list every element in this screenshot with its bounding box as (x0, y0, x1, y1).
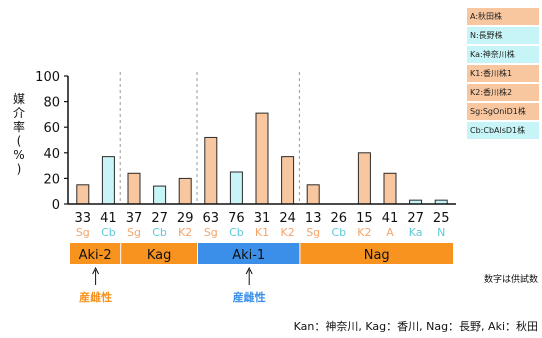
group-band-label: Nag (364, 248, 390, 263)
group-band (300, 243, 453, 264)
sample-size-label: 27 (407, 211, 424, 226)
y-axis-label-char: 媒 (12, 92, 25, 106)
y-tick-label: 20 (43, 172, 60, 187)
bar-cb (229, 171, 243, 205)
sample-size-label: 13 (305, 211, 322, 226)
strain-code-label: Sg (76, 226, 90, 239)
sample-size-label: 41 (100, 211, 117, 226)
sample-size-label: 41 (382, 211, 399, 226)
legend-item: A:秋田株 (467, 8, 539, 25)
sample-size-label: 26 (331, 211, 348, 226)
strain-code-label: N (437, 226, 445, 239)
strain-code-label: Sg (127, 226, 141, 239)
y-axis-label-char: % (13, 148, 25, 162)
sample-size-label: 25 (433, 211, 450, 226)
legend: A:秋田株 N:長野株 Ka:神奈川株 K1:香川株1 K2:香川株2 Sg:SgOniD… (467, 8, 539, 141)
strain-code-label: K2 (178, 226, 192, 239)
sample-size-label: 27 (151, 211, 168, 226)
group-band-label: Aki-2 (79, 248, 112, 263)
bar-sg (306, 184, 320, 205)
legend-item: N:長野株 (467, 27, 539, 44)
group-band-label: Aki-1 (232, 248, 265, 263)
group-band (198, 243, 300, 264)
legend-item: K1:香川株1 (467, 65, 539, 82)
strain-code-label: Cb (101, 226, 116, 239)
bar-a (383, 172, 397, 205)
y-tick-label: 100 (35, 70, 60, 85)
legend-item: K2:香川株2 (467, 84, 539, 101)
bar-cb (101, 156, 115, 205)
sample-size-label: 24 (279, 211, 296, 226)
strain-code-label: Cb (331, 226, 346, 239)
annotation-arrowhead (92, 266, 100, 275)
footer-text: Kan：神奈川, Kag：香川, Nag：長野, Aki：秋田 (294, 319, 538, 333)
y-axis-label-char: 率 (12, 120, 25, 134)
bar-sg (127, 172, 141, 205)
bar-k2 (357, 152, 371, 205)
bar-sg (204, 136, 218, 205)
sample-size-label: 63 (203, 211, 220, 226)
strain-code-label: Sg (306, 226, 320, 239)
y-tick-label: 80 (43, 96, 60, 111)
y-tick-label: 0 (52, 198, 60, 213)
y-tick-label: 60 (43, 121, 60, 136)
strain-code-label: Ka (409, 226, 423, 239)
y-axis-label-char: ) (16, 162, 22, 176)
sample-size-label: 29 (177, 211, 194, 226)
y-axis-label-char: 介 (12, 106, 25, 120)
sample-size-label: 37 (126, 211, 143, 226)
legend-item: Cb:CbAlsD1株 (467, 122, 539, 139)
note-text: 数字は供試数 (484, 273, 538, 285)
group-band (70, 243, 121, 264)
strain-code-label: Cb (152, 226, 167, 239)
strain-code-label: K2 (357, 226, 371, 239)
annotation-label: 産雌性 (79, 290, 112, 304)
strain-code-label: K2 (280, 226, 294, 239)
sample-size-label: 76 (228, 211, 245, 226)
sample-size-label: 31 (254, 211, 271, 226)
legend-item: Ka:神奈川株 (467, 46, 539, 63)
bar-sg (76, 184, 90, 205)
bar-k1 (255, 112, 269, 205)
y-tick-label: 40 (43, 147, 60, 162)
annotation-arrowhead (245, 266, 253, 275)
group-band (121, 243, 197, 264)
y-axis-label-char: ( (16, 134, 22, 148)
bar-k2 (281, 156, 295, 205)
strain-code-label: A (386, 226, 394, 239)
annotation-label: 産雌性 (233, 290, 266, 304)
bar-k2 (178, 177, 192, 205)
y-axis-label: 媒介率(%) (12, 92, 26, 176)
sample-size-label: 15 (356, 211, 373, 226)
strain-code-label: K1 (255, 226, 269, 239)
strain-code-label: Cb (229, 226, 244, 239)
group-band-label: Kag (147, 248, 172, 263)
legend-item: Sg:SgOniD1株 (467, 103, 539, 120)
bar-cb (153, 185, 167, 205)
sample-size-label: 33 (75, 211, 92, 226)
strain-code-label: Sg (204, 226, 218, 239)
